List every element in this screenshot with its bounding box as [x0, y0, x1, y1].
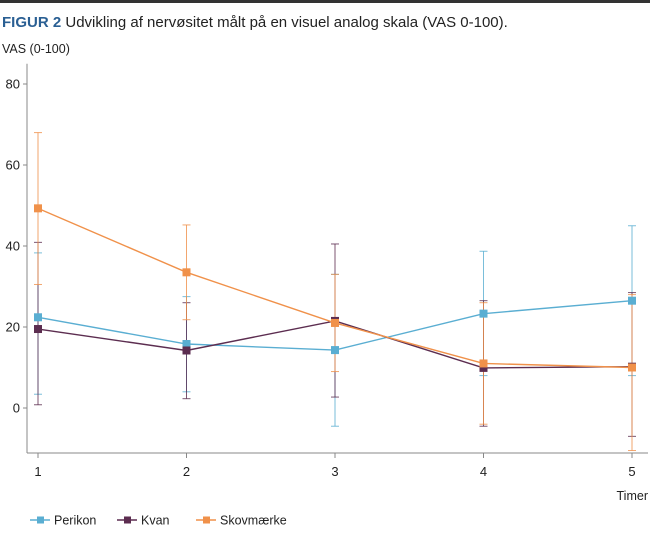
data-point — [628, 363, 636, 372]
data-point — [182, 268, 191, 277]
x-tick-label: 3 — [331, 464, 338, 479]
y-tick-label: 0 — [13, 401, 20, 416]
x-tick-label: 5 — [628, 464, 635, 479]
data-point — [34, 325, 42, 334]
x-tick-label: 2 — [183, 464, 190, 479]
y-tick-label: 20 — [6, 320, 20, 335]
data-point — [182, 340, 191, 349]
legend-marker — [124, 516, 131, 524]
legend-label: Skovmærke — [220, 514, 287, 528]
legend-marker — [203, 516, 210, 524]
data-point — [331, 318, 339, 327]
figure-caption: FIGUR 2 Udvikling af nervøsitet målt på … — [2, 14, 508, 31]
data-point — [34, 313, 42, 322]
y-tick-label: 80 — [6, 77, 20, 92]
data-point — [479, 359, 488, 368]
data-point — [479, 309, 488, 318]
data-point — [331, 346, 339, 355]
figure-label: FIGUR 2 — [2, 14, 62, 31]
x-axis-label: Timer — [617, 489, 648, 503]
x-tick-label: 4 — [480, 464, 487, 479]
data-point — [628, 296, 636, 305]
x-tick-label: 1 — [34, 464, 41, 479]
legend-label: Perikon — [54, 514, 96, 528]
y-tick-label: 40 — [6, 239, 20, 254]
data-point — [182, 346, 191, 355]
y-tick-label: 60 — [6, 158, 20, 173]
caption-text: Udvikling af nervøsitet målt på en visue… — [65, 14, 508, 31]
y-axis-label: VAS (0-100) — [2, 42, 70, 56]
legend-label: Kvan — [141, 514, 170, 528]
top-rule — [0, 0, 650, 3]
data-point — [479, 363, 488, 372]
data-point — [34, 204, 42, 213]
legend-marker — [37, 516, 44, 524]
